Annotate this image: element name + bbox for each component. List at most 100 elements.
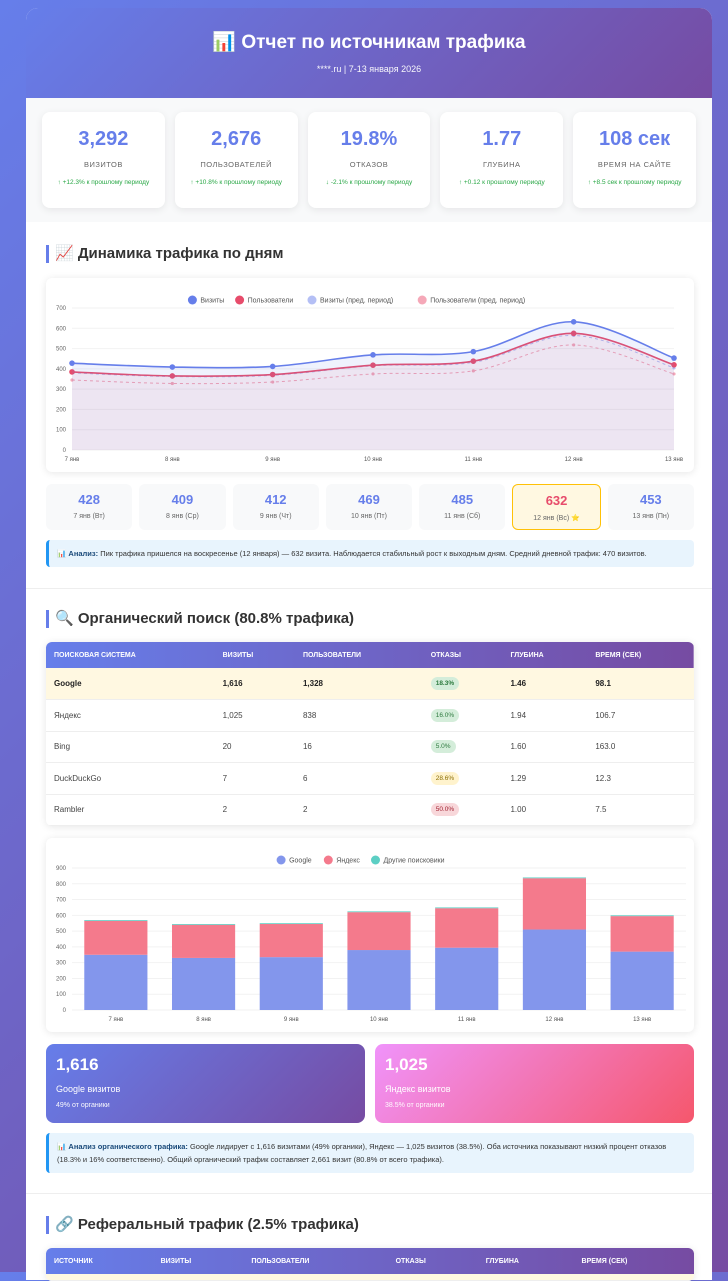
table-cell: 1.94 xyxy=(502,699,588,732)
legend-label[interactable]: Визиты xyxy=(200,298,224,305)
bar-segment[interactable] xyxy=(610,916,674,952)
table-cell: 7 xyxy=(214,762,295,795)
column-header[interactable]: ПОИСКОВАЯ СИСТЕМА xyxy=(54,651,136,659)
bar-segment[interactable] xyxy=(522,877,587,879)
bar-segment[interactable] xyxy=(84,920,148,955)
data-point[interactable] xyxy=(570,330,577,337)
data-point[interactable] xyxy=(671,362,677,368)
legend-label[interactable]: Визиты (пред. период) xyxy=(320,298,393,305)
table-cell: 1.00 xyxy=(502,794,588,826)
data-point[interactable] xyxy=(671,355,677,361)
x-tick-label: 8 янв xyxy=(196,1017,211,1023)
data-point[interactable] xyxy=(69,360,75,366)
bar-segment[interactable] xyxy=(347,911,411,913)
data-point[interactable] xyxy=(470,348,477,355)
divider xyxy=(26,588,712,589)
stat-change: ↑ +12.3% к прошлому периоду xyxy=(57,179,150,186)
bar-segment[interactable] xyxy=(522,878,587,930)
legend-swatch xyxy=(235,295,245,305)
day-visits: 428 xyxy=(78,492,100,507)
table-cell: 18.3% xyxy=(422,668,503,700)
bar-segment[interactable] xyxy=(259,923,323,925)
table-cell: 5.0% xyxy=(422,731,503,763)
column-header[interactable]: ВРЕМЯ (СЕК) xyxy=(595,651,642,659)
bar-segment[interactable] xyxy=(84,920,148,921)
data-point[interactable] xyxy=(370,362,376,369)
bar-segment[interactable] xyxy=(610,915,674,917)
legend-label[interactable]: Другие поисковики xyxy=(384,858,445,865)
table-row: DuckDuckGo 7 6 28.6% 1.29 12.3 xyxy=(46,762,694,795)
bar-segment[interactable] xyxy=(435,908,499,948)
legend-label[interactable]: Яндекс xyxy=(336,858,360,865)
analysis-text: Пик трафика пришелся на воскресенье (12 … xyxy=(98,549,647,558)
bar-segment[interactable] xyxy=(259,957,323,1010)
day-label: 12 янв (Вс) ⭐ xyxy=(533,515,580,522)
google-visits-label: Google визитов xyxy=(56,1084,121,1094)
stat-change: ↑ +10.8% к прошлому периоду xyxy=(190,179,283,186)
data-point[interactable] xyxy=(570,318,577,325)
bar-segment[interactable] xyxy=(259,924,323,958)
table-row: Google 1,616 1,328 18.3% 1.46 98.1 xyxy=(46,668,694,700)
table-cell: 98.1 xyxy=(587,668,694,700)
report-container: 📊 Отчет по источникам трафика ****.ru | … xyxy=(26,8,712,1281)
x-tick-label: 8 янв xyxy=(165,457,180,463)
bar-segment[interactable] xyxy=(435,907,499,909)
data-point[interactable] xyxy=(69,369,75,375)
column-header[interactable]: ВРЕМЯ (СЕК) xyxy=(581,1257,628,1265)
bar-segment[interactable] xyxy=(610,951,674,1010)
bar-segment[interactable] xyxy=(84,954,148,1010)
bar-segment[interactable] xyxy=(347,950,411,1010)
data-point[interactable] xyxy=(470,358,477,364)
data-point[interactable] xyxy=(672,372,676,376)
day-label: 7 янв (Вт) xyxy=(73,513,105,520)
legend-swatch xyxy=(187,295,197,305)
column-header[interactable]: ИСТОЧНИК xyxy=(54,1257,93,1265)
stat-value: 2,676 xyxy=(211,128,262,150)
data-point[interactable] xyxy=(271,380,275,384)
bar-segment[interactable] xyxy=(347,912,411,951)
day-visits: 453 xyxy=(639,492,662,507)
x-tick-label: 9 янв xyxy=(265,457,280,463)
bar-segment[interactable] xyxy=(171,924,236,925)
yandex-visits-value: 1,025 xyxy=(385,1055,428,1074)
y-tick-label: 500 xyxy=(56,929,67,935)
column-header[interactable]: ГЛУБИНА xyxy=(485,1257,519,1265)
data-point[interactable] xyxy=(371,372,375,376)
legend-label[interactable]: Пользователи (пред. период) xyxy=(430,298,525,305)
data-point[interactable] xyxy=(269,363,276,370)
table-cell: 1.29 xyxy=(502,762,588,795)
table-cell: 163.0 xyxy=(587,731,694,763)
legend-label[interactable]: Google xyxy=(289,858,312,865)
data-point[interactable] xyxy=(169,373,176,379)
column-header[interactable]: ПОЛЬЗОВАТЕЛИ xyxy=(302,651,362,659)
y-tick-label: 200 xyxy=(56,976,67,982)
bar-segment[interactable] xyxy=(522,929,587,1010)
bar-segment[interactable] xyxy=(171,924,236,958)
data-point[interactable] xyxy=(170,381,174,386)
report-subtitle: ****.ru | 7-13 января 2026 xyxy=(316,64,422,74)
bar-segment[interactable] xyxy=(435,947,499,1010)
data-point[interactable] xyxy=(169,364,176,370)
column-header[interactable]: ГЛУБИНА xyxy=(510,651,544,659)
column-header[interactable]: ОТКАЗЫ xyxy=(430,651,461,659)
column-header[interactable]: ВИЗИТЫ xyxy=(160,1257,192,1265)
y-tick-label: 400 xyxy=(56,367,67,373)
bar-segment[interactable] xyxy=(171,957,236,1010)
stat-value: 108 сек xyxy=(598,128,671,150)
day-card: 469 10 янв (Пт) xyxy=(325,484,413,530)
legend-label[interactable]: Пользователи xyxy=(248,298,294,305)
data-point[interactable] xyxy=(269,371,276,378)
x-tick-label: 12 янв xyxy=(565,457,583,463)
day-visits: 469 xyxy=(358,492,380,507)
data-point[interactable] xyxy=(572,343,576,347)
data-point[interactable] xyxy=(70,378,74,382)
data-point[interactable] xyxy=(471,369,475,373)
x-tick-label: 11 янв xyxy=(458,1017,476,1023)
bounce-badge: 28.6% xyxy=(430,771,460,785)
column-header[interactable]: ОТКАЗЫ xyxy=(395,1257,426,1265)
day-label: 11 янв (Сб) xyxy=(444,513,481,520)
legend-swatch xyxy=(371,855,380,865)
column-header[interactable]: ПОЛЬЗОВАТЕЛИ xyxy=(251,1257,310,1265)
data-point[interactable] xyxy=(370,352,376,358)
column-header[interactable]: ВИЗИТЫ xyxy=(222,651,254,659)
